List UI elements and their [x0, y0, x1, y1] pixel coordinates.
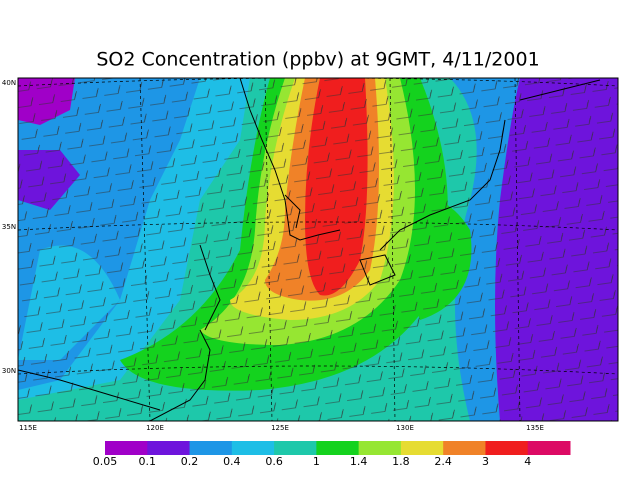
colorbar-segment	[231, 441, 275, 455]
colorbar-segment	[400, 441, 444, 455]
lon-label: 115E	[19, 424, 37, 432]
colorbar-label: 0.1	[139, 455, 157, 468]
colorbar-label: 1.4	[350, 455, 368, 468]
colorbar-label: 3	[482, 455, 489, 468]
wind-barbs	[18, 78, 618, 421]
colorbar-segment	[274, 441, 317, 455]
map-title: SO2 Concentration (ppbv) at 9GMT, 4/11/2…	[96, 49, 539, 71]
lat-label: 35N	[2, 223, 16, 231]
colorbar-segment	[147, 441, 191, 455]
map-frame	[17, 77, 619, 422]
lon-label: 125E	[271, 424, 289, 432]
colorbar-label: 2.4	[434, 455, 452, 468]
colorbar-label: 0.2	[181, 455, 199, 468]
colorbar-segment	[105, 441, 148, 455]
lon-label: 120E	[146, 424, 164, 432]
colorbar-label: 1.8	[392, 455, 410, 468]
colorbar-label: 1	[313, 455, 320, 468]
overlay	[18, 78, 618, 421]
colorbar-label: 0.6	[265, 455, 283, 468]
colorbar-label: 4	[524, 455, 531, 468]
lat-label: 30N	[2, 367, 16, 375]
lon-label: 130E	[396, 424, 414, 432]
colorbar-segment	[189, 441, 233, 455]
colorbar-segment	[527, 441, 571, 455]
colorbar-segment	[485, 441, 529, 455]
colorbar-label: 0.4	[223, 455, 241, 468]
colorbar-segment	[443, 441, 486, 455]
colorbar-segment	[358, 441, 402, 455]
coastlines	[18, 78, 601, 421]
axis-labels: 40N 35N 30N 115E 120E 125E 130E 135E	[2, 79, 544, 432]
colorbar: 0.05 0.1 0.2 0.4 0.6 1 1.4 1.8 2.4 3 4	[93, 441, 571, 468]
lon-label: 135E	[526, 424, 544, 432]
lat-label: 40N	[2, 79, 16, 87]
colorbar-segment	[316, 441, 360, 455]
colorbar-label: 0.05	[93, 455, 118, 468]
